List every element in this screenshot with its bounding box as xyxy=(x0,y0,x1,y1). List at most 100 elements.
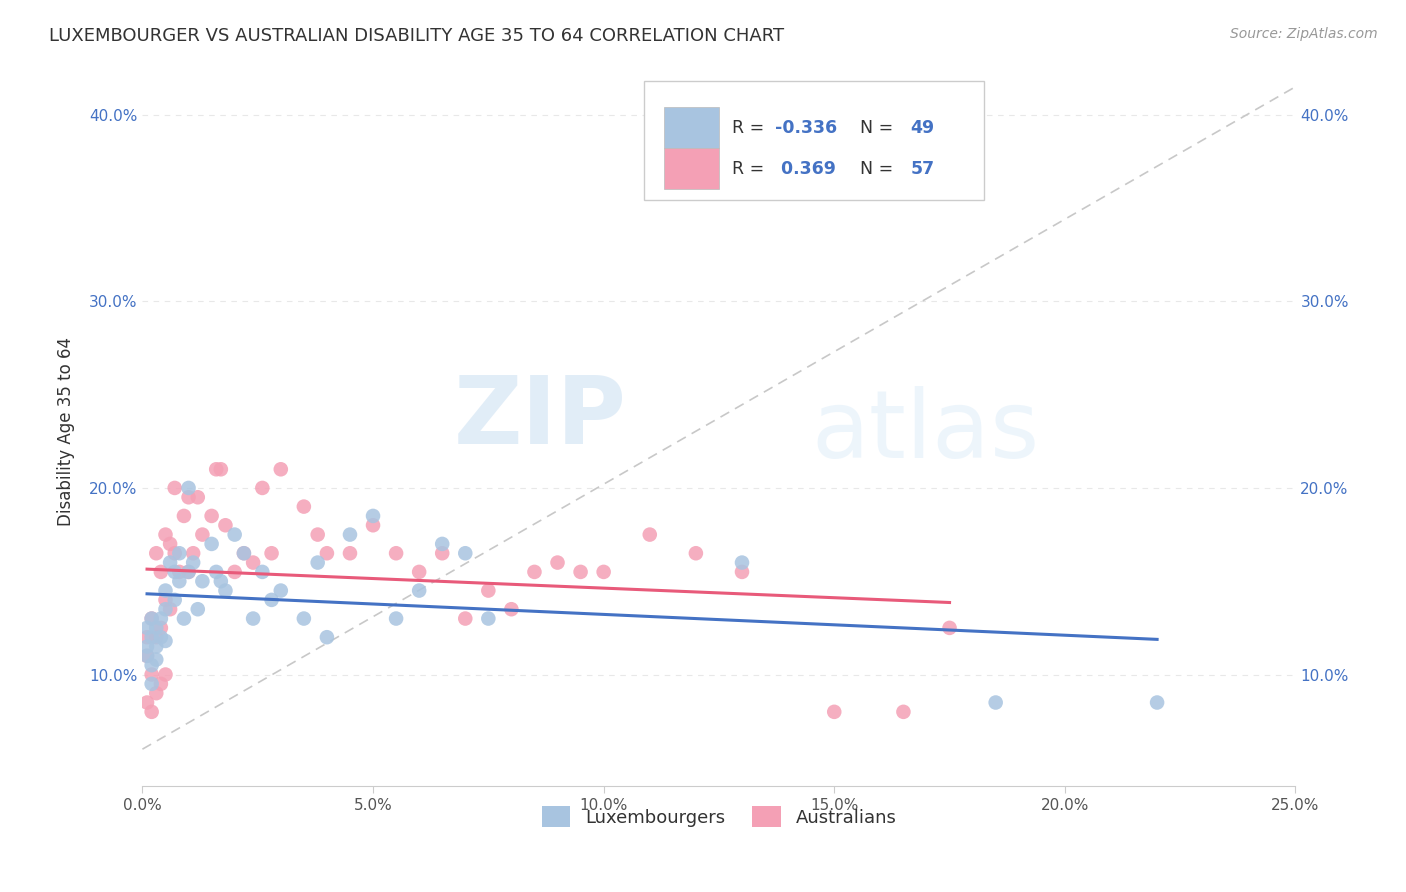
Point xyxy=(149,677,172,691)
Point xyxy=(270,583,292,598)
Point xyxy=(361,518,384,533)
Point xyxy=(316,630,339,644)
Point xyxy=(209,574,232,589)
Point xyxy=(385,611,408,625)
Legend: Luxembourgers, Australians: Luxembourgers, Australians xyxy=(534,799,904,834)
Point xyxy=(141,611,163,625)
Point xyxy=(145,652,167,666)
Point xyxy=(141,705,163,719)
Point xyxy=(205,462,228,476)
Point xyxy=(232,546,254,560)
Point xyxy=(136,648,159,663)
Point xyxy=(685,546,707,560)
Point xyxy=(145,546,167,560)
Point xyxy=(339,546,361,560)
FancyBboxPatch shape xyxy=(644,81,984,200)
Point xyxy=(242,611,264,625)
Point xyxy=(938,621,960,635)
Y-axis label: Disability Age 35 to 64: Disability Age 35 to 64 xyxy=(58,337,75,526)
Point xyxy=(201,537,224,551)
Point xyxy=(141,667,163,681)
Point xyxy=(893,705,915,719)
Point xyxy=(477,583,499,598)
Point xyxy=(339,527,361,541)
Point xyxy=(260,593,283,607)
Point xyxy=(638,527,661,541)
Point xyxy=(270,462,292,476)
Point xyxy=(232,546,254,560)
Point xyxy=(155,667,177,681)
Point xyxy=(252,565,274,579)
Text: R =: R = xyxy=(731,119,769,136)
Point xyxy=(501,602,523,616)
Point xyxy=(159,602,181,616)
Point xyxy=(731,556,754,570)
Point xyxy=(136,696,159,710)
Point xyxy=(201,508,224,523)
Point xyxy=(155,593,177,607)
Point xyxy=(163,593,186,607)
Text: Source: ZipAtlas.com: Source: ZipAtlas.com xyxy=(1230,27,1378,41)
Point xyxy=(155,634,177,648)
Text: 49: 49 xyxy=(910,119,935,136)
Point xyxy=(523,565,546,579)
Point xyxy=(149,621,172,635)
Point xyxy=(477,611,499,625)
Point xyxy=(169,574,191,589)
FancyBboxPatch shape xyxy=(664,148,718,189)
Point xyxy=(177,490,200,504)
Point xyxy=(145,686,167,700)
FancyBboxPatch shape xyxy=(664,107,718,148)
Point xyxy=(361,508,384,523)
Point xyxy=(155,583,177,598)
Point xyxy=(592,565,614,579)
Point xyxy=(177,481,200,495)
Point xyxy=(252,481,274,495)
Point xyxy=(191,527,214,541)
Point xyxy=(155,527,177,541)
Point xyxy=(163,546,186,560)
Point xyxy=(177,565,200,579)
Point xyxy=(547,556,569,570)
Point xyxy=(145,630,167,644)
Point xyxy=(136,630,159,644)
Point xyxy=(149,565,172,579)
Point xyxy=(159,556,181,570)
Point xyxy=(163,481,186,495)
Point xyxy=(292,611,315,625)
Point xyxy=(149,611,172,625)
Point xyxy=(181,546,204,560)
Point xyxy=(823,705,845,719)
Point xyxy=(209,462,232,476)
Text: 57: 57 xyxy=(910,160,935,178)
Point xyxy=(316,546,339,560)
Point xyxy=(214,583,236,598)
Point xyxy=(214,518,236,533)
Text: ZIP: ZIP xyxy=(454,372,627,464)
Point xyxy=(224,527,246,541)
Text: -0.336: -0.336 xyxy=(776,119,838,136)
Point xyxy=(159,537,181,551)
Point xyxy=(307,527,329,541)
Point xyxy=(187,602,209,616)
Text: LUXEMBOURGER VS AUSTRALIAN DISABILITY AGE 35 TO 64 CORRELATION CHART: LUXEMBOURGER VS AUSTRALIAN DISABILITY AG… xyxy=(49,27,785,45)
Point xyxy=(307,556,329,570)
Point xyxy=(1146,696,1168,710)
Point xyxy=(292,500,315,514)
Text: N =: N = xyxy=(849,119,898,136)
Point xyxy=(145,621,167,635)
Point xyxy=(141,677,163,691)
Point xyxy=(163,565,186,579)
Point xyxy=(181,556,204,570)
Point xyxy=(260,546,283,560)
Point xyxy=(145,640,167,654)
Point xyxy=(155,602,177,616)
Point xyxy=(136,648,159,663)
Point xyxy=(385,546,408,560)
Point xyxy=(408,583,430,598)
Point xyxy=(191,574,214,589)
Point xyxy=(731,565,754,579)
Point xyxy=(141,630,163,644)
Point xyxy=(224,565,246,579)
Point xyxy=(408,565,430,579)
